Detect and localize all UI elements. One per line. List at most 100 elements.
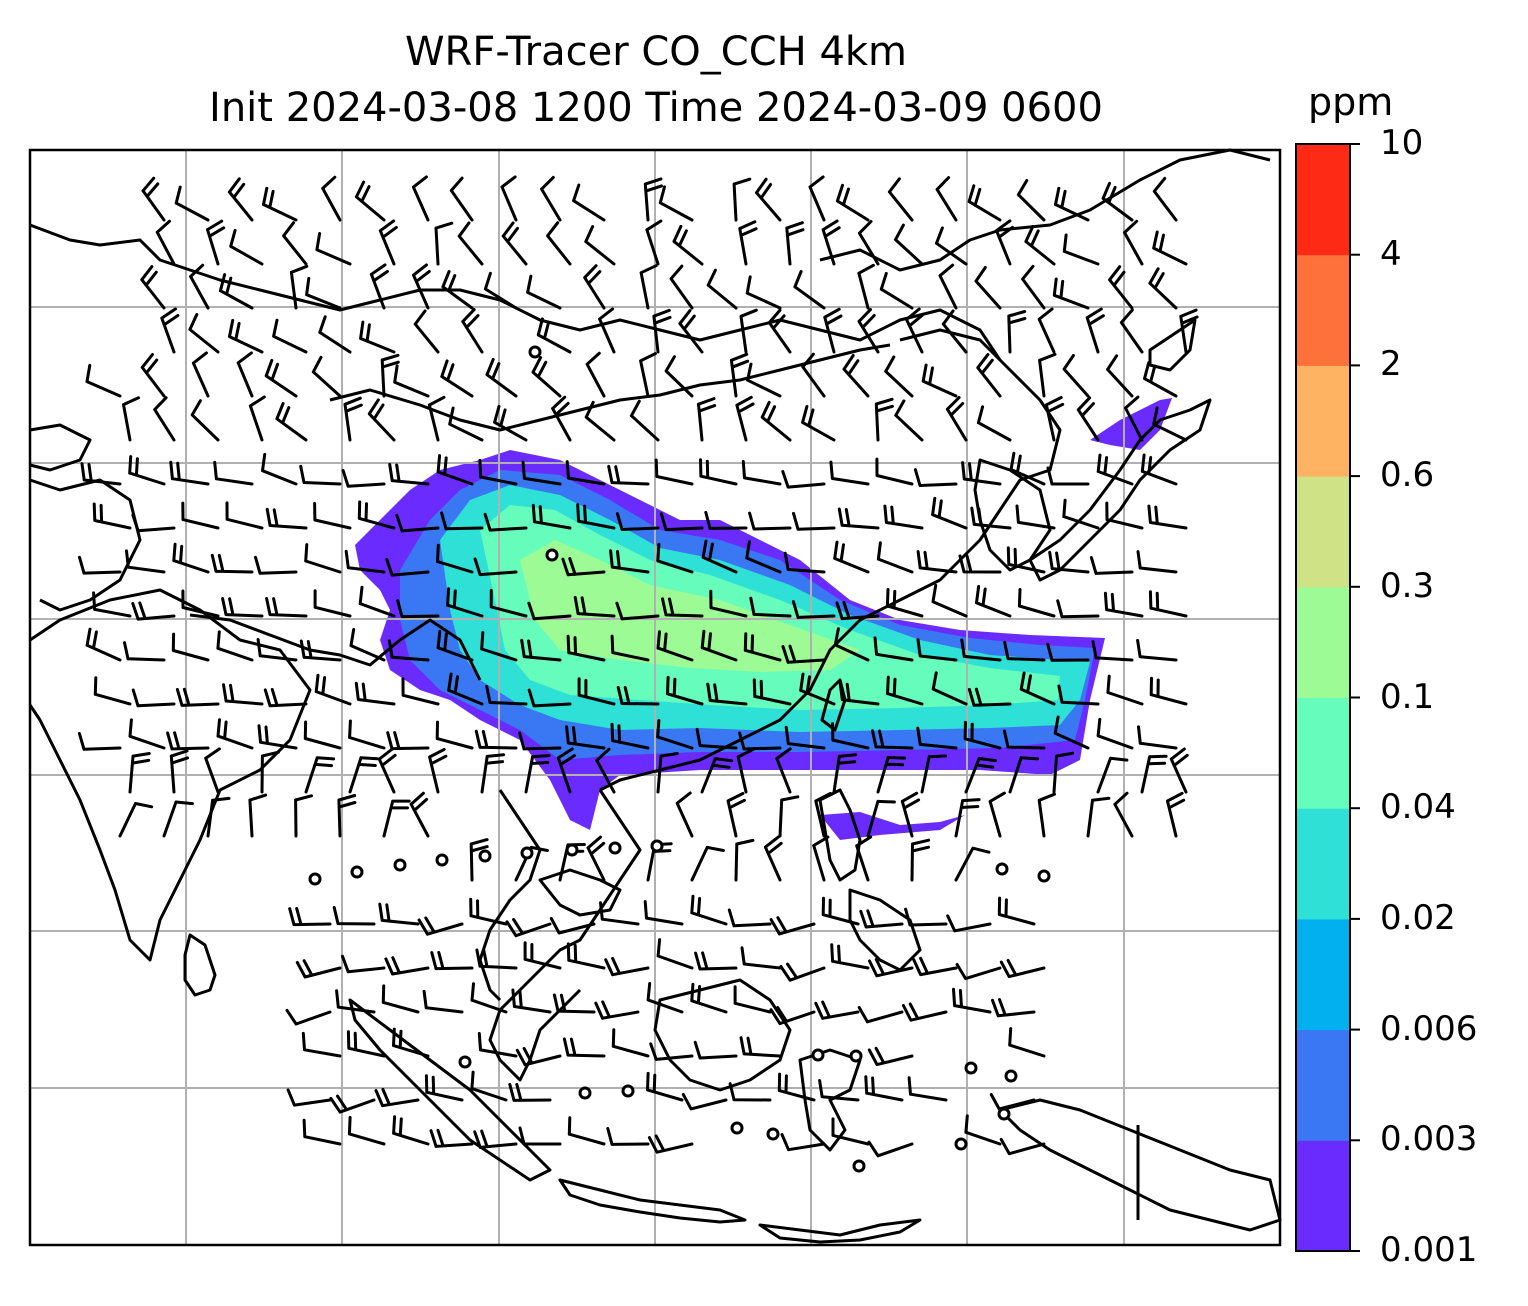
colorbar-segment	[1296, 808, 1350, 920]
colorbar-tick-label: 4	[1380, 233, 1402, 274]
wind-barb	[427, 395, 446, 442]
wind-barb	[359, 320, 396, 354]
wind-barb	[348, 719, 386, 750]
wind-barb	[916, 726, 958, 750]
sulawesi	[798, 1048, 862, 1152]
calm-marker	[997, 1107, 1011, 1121]
wind-barb	[166, 731, 210, 751]
wind-barb	[123, 641, 166, 662]
japan-honshu	[1028, 398, 1212, 582]
wind-barb	[700, 757, 734, 794]
wind-barb	[894, 399, 924, 442]
wind-barb	[174, 185, 210, 222]
wind-barb	[736, 748, 755, 794]
wind-barb	[781, 644, 826, 664]
wind-barb	[606, 1127, 650, 1146]
wind-barb	[358, 585, 396, 618]
wind-barb	[299, 639, 342, 662]
wind-barb	[440, 359, 474, 398]
wind-barb	[411, 175, 430, 222]
wind-barb	[430, 951, 474, 971]
wind-barb	[879, 271, 914, 310]
map-title-line1: WRF-Tracer CO_CCH 4km	[404, 29, 908, 75]
wind-barb	[830, 943, 870, 970]
wind-barb	[549, 917, 596, 935]
wind-barb	[857, 308, 880, 354]
wind-barb	[868, 958, 914, 978]
wind-barb	[779, 962, 826, 982]
wind-barbs	[77, 175, 1199, 1158]
wind-barb	[531, 356, 562, 398]
wind-barb	[256, 638, 298, 662]
wind-barb	[531, 503, 572, 530]
wind-barb	[656, 542, 694, 574]
wind-barb	[607, 464, 650, 486]
wind-barb	[526, 274, 562, 310]
wind-barb	[749, 596, 792, 618]
wind-barb	[505, 918, 552, 938]
wind-barb	[775, 747, 792, 794]
japan-hokkaido	[1148, 318, 1197, 372]
wind-barb	[477, 1032, 518, 1058]
wind-barb	[954, 846, 991, 882]
wind-barb	[738, 220, 758, 266]
wind-barb	[434, 221, 454, 266]
new-guinea	[998, 1098, 1282, 1232]
wind-barb	[609, 549, 650, 574]
wind-barb	[1119, 308, 1144, 354]
map-area	[28, 148, 1282, 1247]
wind-barb	[565, 725, 606, 750]
wind-barb	[257, 724, 298, 750]
wind-barb	[335, 989, 376, 1014]
wind-barb	[611, 1028, 650, 1058]
wind-barb	[974, 266, 1002, 310]
wind-barb	[995, 219, 1014, 266]
wind-barb	[916, 550, 958, 574]
wind-barb	[945, 396, 968, 442]
wind-barb	[876, 756, 907, 794]
indochina-inner	[478, 789, 542, 1002]
wind-barb	[733, 985, 772, 1014]
philippines-luzon	[818, 788, 862, 882]
wind-barb	[1140, 754, 1168, 794]
wind-barb	[735, 395, 755, 442]
wind-barb	[964, 1114, 1002, 1146]
wind-barb	[859, 909, 904, 929]
wind-barb	[305, 276, 342, 310]
wind-barb	[289, 264, 309, 310]
wind-barb	[616, 685, 660, 706]
wind-barb	[645, 219, 663, 266]
wind-barb	[436, 629, 474, 662]
wind-barb	[883, 504, 924, 530]
wind-barb	[857, 263, 875, 310]
wind-barb	[128, 455, 166, 486]
wind-barb	[1007, 310, 1027, 354]
wind-barb	[315, 232, 352, 266]
wind-barb	[814, 1000, 860, 1020]
wind-barb	[884, 355, 914, 398]
wind-barb	[857, 220, 880, 266]
wind-barb	[236, 351, 254, 398]
calm-marker	[608, 841, 622, 855]
wind-barb	[286, 1088, 332, 1107]
wind-barb	[781, 470, 826, 489]
wind-barb	[785, 221, 805, 266]
wind-barb	[260, 750, 280, 794]
wind-barb	[989, 1093, 1036, 1111]
wind-barb	[1091, 640, 1134, 662]
wind-barb	[248, 395, 266, 442]
wind-barb	[265, 507, 308, 530]
plume-northeast-patch	[1090, 398, 1172, 450]
wind-barb	[282, 221, 308, 266]
wind-barb	[690, 845, 725, 882]
wind-barb	[441, 270, 474, 310]
wind-barb	[485, 684, 528, 706]
wind-barb	[690, 982, 728, 1014]
wind-barb	[181, 589, 220, 618]
wind-barb	[382, 799, 411, 838]
borneo	[653, 978, 792, 1092]
wind-barb	[808, 175, 826, 222]
wind-barb	[206, 219, 226, 266]
calm-marker	[520, 846, 534, 860]
wind-barb	[1136, 638, 1178, 662]
